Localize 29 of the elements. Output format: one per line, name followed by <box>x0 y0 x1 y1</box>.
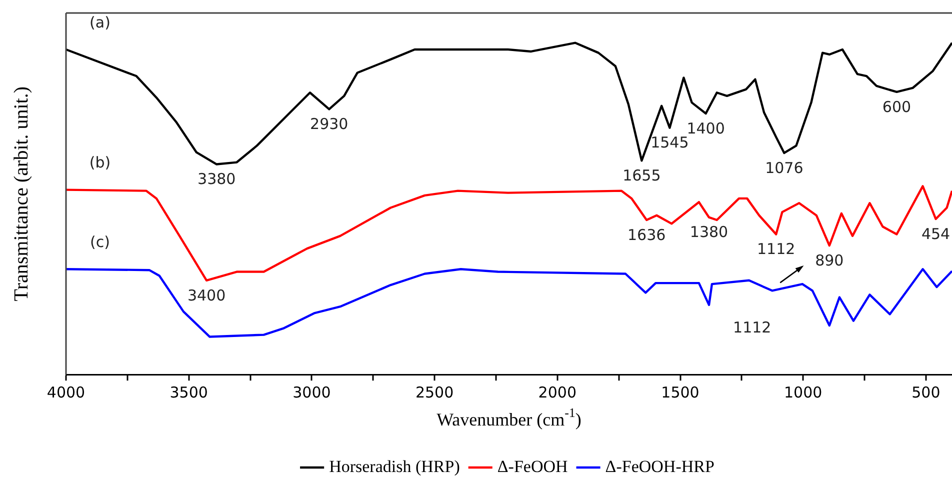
annotation: 1076 <box>765 158 804 177</box>
annotation: 890 <box>815 251 844 270</box>
x-tick-label: 2500 <box>415 383 454 402</box>
y-axis-title: Transmittance (arbit. unit.) <box>10 86 32 302</box>
x-tick-label: 1000 <box>784 383 822 402</box>
annotation: 1545 <box>650 134 689 152</box>
x-tick-label: 4000 <box>46 383 86 402</box>
x-tick-label: 2000 <box>538 383 576 402</box>
annotation: (c) <box>90 232 110 251</box>
legend-label: Δ-FeOOH-HRP <box>605 456 714 476</box>
legend-label: Horseradish (HRP) <box>329 456 460 476</box>
legend-label: Δ-FeOOH <box>497 456 568 476</box>
annotation: 1400 <box>686 119 725 138</box>
annotation: (b) <box>89 154 111 172</box>
annotation: 1112 <box>756 240 796 258</box>
x-tick-label: 1500 <box>661 383 700 402</box>
annotation: 2930 <box>310 115 348 134</box>
annotation: 3400 <box>187 286 226 304</box>
annotation: 1636 <box>628 226 666 244</box>
annotation: 600 <box>882 98 912 116</box>
x-tick-label: 3000 <box>292 383 331 402</box>
annotation: 1655 <box>622 166 661 185</box>
x-tick-label: 500 <box>912 383 940 402</box>
annotation: 1380 <box>690 223 728 242</box>
annotation: 3380 <box>198 170 236 188</box>
x-tick-label: 3500 <box>170 383 208 402</box>
annotation: 454 <box>921 224 950 243</box>
text: (a) <box>90 13 110 32</box>
annotation: 1112 <box>733 318 772 337</box>
